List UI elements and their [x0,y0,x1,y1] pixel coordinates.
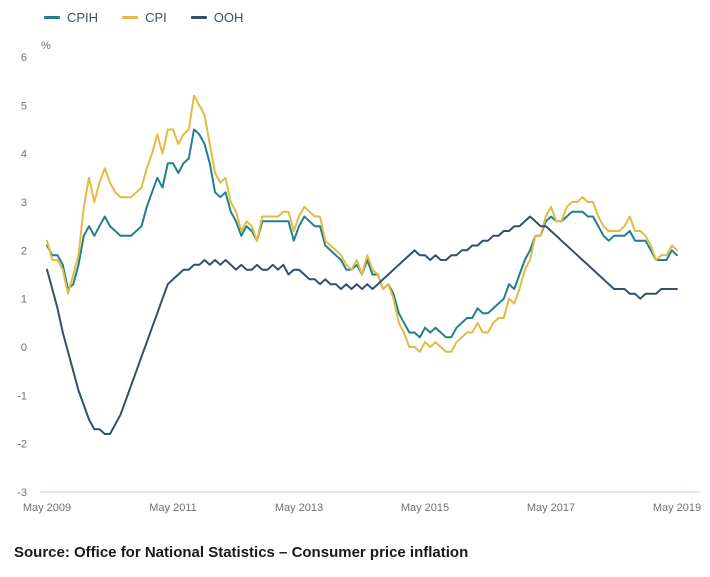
x-tick-label: May 2011 [149,502,197,514]
legend-item-ooh: OOH [190,10,244,25]
y-tick-label: 0 [21,342,27,354]
y-tick-label: 1 [21,294,27,306]
y-tick-label: 3 [21,197,27,209]
y-tick-label: 5 [21,100,27,112]
y-tick-label: 4 [21,149,27,161]
y-tick-label: -2 [17,439,27,451]
source-caption: Source: Office for National Statistics –… [14,544,469,561]
cpi-line-swatch [122,16,139,19]
legend-item-cpih: CPIH [44,10,98,25]
chart-legend: CPIH CPI OOH [44,10,243,25]
y-tick-label: -3 [17,487,27,499]
legend-label-cpi: CPI [145,10,167,25]
series-line-cpih [46,128,678,339]
x-tick-label: May 2015 [401,502,449,514]
y-tick-label: 2 [21,245,27,257]
series-line-ooh [46,215,678,435]
x-tick-label: May 2013 [275,502,323,514]
y-tick-label: 6 [21,52,27,64]
y-axis-unit-label: % [41,40,51,52]
series-line-cpi [46,94,678,353]
legend-item-cpi: CPI [122,10,167,25]
legend-label-cpih: CPIH [67,10,99,25]
x-tick-label: May 2017 [527,502,575,514]
cpih-line-swatch [44,16,60,19]
ooh-line-swatch [190,16,207,19]
x-tick-label: May 2019 [653,502,701,514]
y-tick-label: -1 [17,390,27,402]
line-chart: % 6 5 4 3 2 1 0 -1 -2 -3 May 2009 May 2011 May 2013 Ma… [17,40,701,514]
x-tick-label: May 2009 [23,502,71,514]
legend-label-ooh: OOH [213,10,244,25]
